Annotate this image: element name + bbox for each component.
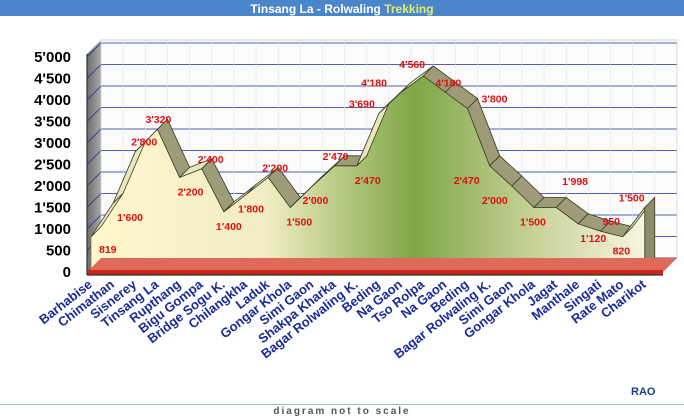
data-label: 2'400 [198, 154, 224, 166]
data-label: 3'690 [349, 98, 375, 110]
chart-title-accent: Trekking [384, 2, 434, 16]
gridline-side [86, 85, 102, 101]
data-label: 819 [99, 244, 117, 256]
gridline-side [86, 107, 102, 122]
data-label: 2'470 [323, 151, 349, 163]
data-label: 4'560 [399, 59, 425, 71]
y-tick-label: 0 [63, 264, 71, 281]
data-label: 1'500 [520, 217, 546, 229]
y-tick-label: 1'000 [34, 221, 71, 238]
y-tick-label: 4'000 [34, 92, 71, 109]
y-tick-label: 1'500 [34, 200, 71, 217]
data-label: 2'200 [262, 162, 288, 174]
data-label: 3'800 [482, 94, 508, 106]
gridline-side [86, 171, 102, 187]
y-tick-label: 2'000 [34, 178, 71, 195]
data-label: 2'470 [355, 175, 381, 187]
y-tick-label: 3'000 [34, 135, 71, 152]
data-label: 2'000 [303, 195, 329, 207]
chart-title: Tinsang La - Rolwaling [250, 2, 381, 16]
data-label: 1'120 [580, 233, 606, 245]
floor-top [87, 258, 677, 272]
data-label: 1'800 [238, 204, 264, 216]
gridline-side [86, 150, 102, 165]
y-tick-label: 4'500 [34, 71, 71, 88]
data-label: 1'500 [619, 193, 645, 205]
data-label: 4'180 [435, 77, 461, 89]
gridline-side [86, 128, 102, 144]
elevation-chart: 0 500 1'000 1'500 2'000 2'500 3'000 3'500 4'000 4… [34, 39, 678, 361]
data-label: 2'470 [454, 175, 480, 187]
data-label: 1'400 [216, 221, 242, 233]
gridline-side [86, 193, 102, 208]
y-tick-label: 500 [46, 243, 71, 260]
data-label: 2'200 [178, 186, 204, 198]
data-label: 3'320 [145, 114, 171, 126]
author-credit: RAO [631, 386, 656, 398]
scale-note: diagram not to scale [273, 406, 411, 417]
floor-edge [87, 270, 663, 275]
y-tick-label: 3'500 [34, 114, 71, 131]
data-label: 1'998 [562, 176, 588, 188]
data-label: 1'500 [286, 217, 312, 229]
data-label: 2'800 [131, 137, 157, 149]
gridline-side [86, 214, 102, 230]
data-label: 950 [602, 216, 620, 228]
y-tick-label: 2'500 [34, 157, 71, 174]
data-label: 820 [613, 246, 631, 258]
title-bar: Tinsang La - Rolwaling Trekking [0, 0, 684, 16]
gridline-side [86, 64, 102, 79]
data-label: 1'600 [117, 212, 143, 224]
data-label: 4'180 [361, 77, 387, 89]
y-tick-label: 5'000 [34, 49, 71, 66]
data-label: 2'000 [482, 195, 508, 207]
side-wall [87, 40, 101, 272]
gridline-side [86, 42, 102, 58]
footer-divider [0, 404, 684, 405]
